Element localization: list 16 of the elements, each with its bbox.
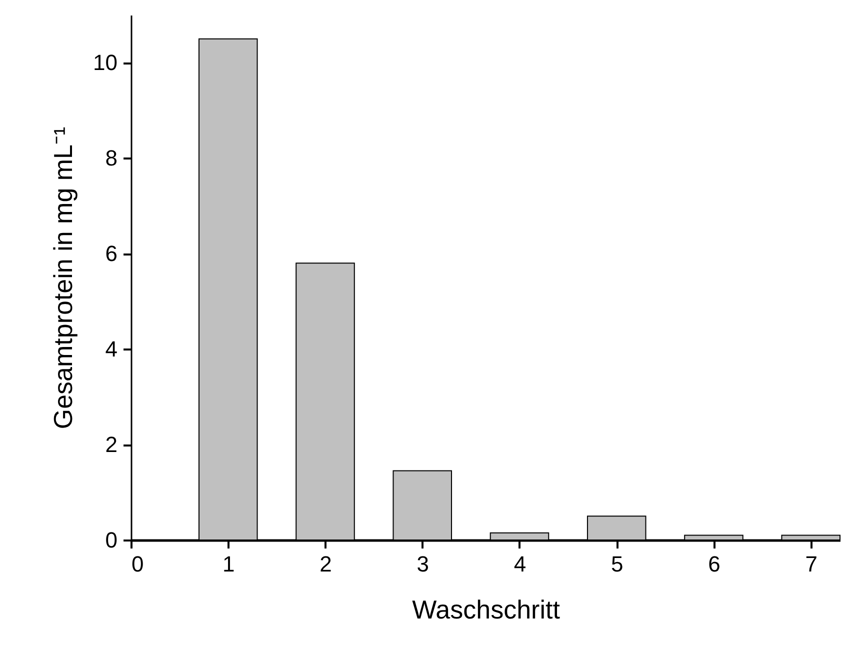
y-tick-label: 6 [105,241,118,266]
x-tick-label: 2 [320,552,332,576]
x-tick-label: 1 [222,552,235,576]
y-tick-label: 10 [93,50,118,76]
x-tick-label: 3 [416,552,429,576]
y-tick-label: 2 [105,432,118,458]
y-axis-title: Gesamtprotein in mg mL⁻¹ [48,126,78,430]
y-tick-label: 4 [105,336,118,362]
x-tick-label: 7 [805,552,818,576]
x-tick-label: 0 [132,552,144,576]
x-axis-title: Waschschritt [412,594,561,624]
y-tick-label: 0 [105,528,118,552]
x-tick-label: 4 [514,552,526,576]
y-tick-label: 8 [105,146,118,171]
x-tick-label: 5 [610,552,624,576]
x-tick-label: 6 [708,552,720,576]
